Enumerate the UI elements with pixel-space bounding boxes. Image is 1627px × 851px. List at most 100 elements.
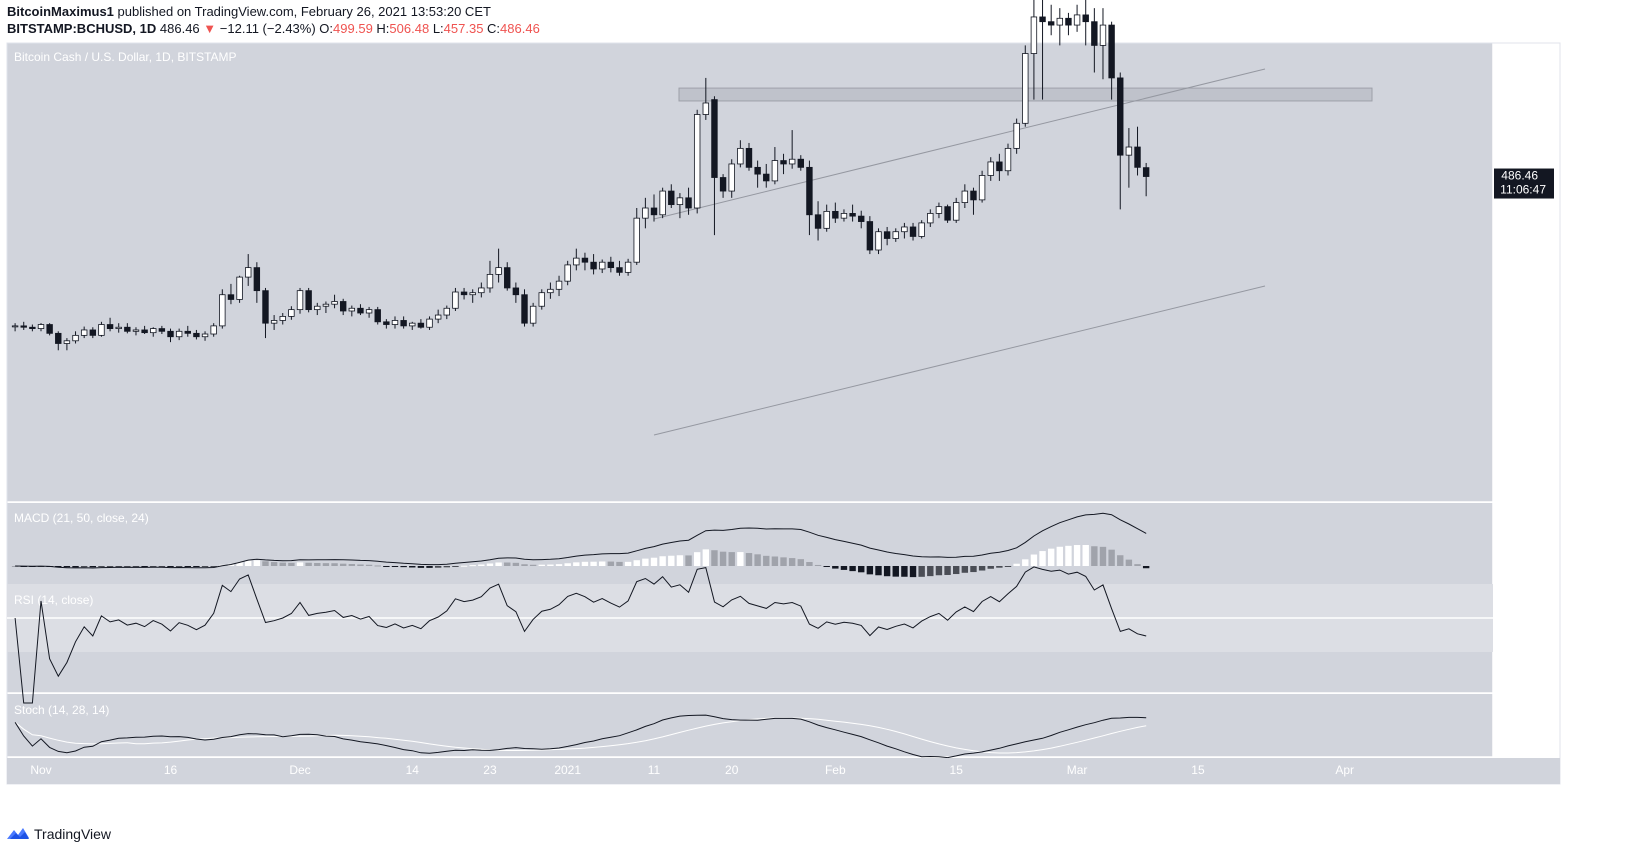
candle-down bbox=[89, 329, 97, 336]
macd-histogram-bar bbox=[953, 566, 960, 575]
macd-histogram-bar bbox=[193, 566, 200, 567]
candle-down bbox=[668, 190, 675, 206]
macd-axis-label: 100.00 bbox=[1500, 498, 1537, 512]
macd-histogram-bar bbox=[63, 566, 71, 568]
candle-up bbox=[210, 325, 217, 335]
candle-up bbox=[1022, 53, 1029, 124]
macd-histogram-bar bbox=[296, 562, 304, 566]
macd-histogram-bar bbox=[236, 562, 243, 566]
candle-up bbox=[927, 213, 934, 224]
candle-down bbox=[253, 267, 261, 292]
candle-up bbox=[693, 114, 701, 209]
macd-histogram-bar bbox=[106, 566, 114, 567]
candle-up bbox=[201, 333, 209, 338]
candle-down bbox=[1047, 21, 1055, 26]
candle-up bbox=[37, 324, 45, 329]
candle-up bbox=[1073, 14, 1081, 26]
candle-down bbox=[262, 290, 269, 324]
macd-histogram-bar bbox=[452, 566, 459, 567]
macd-histogram-bar bbox=[124, 566, 131, 567]
candle-down bbox=[719, 177, 727, 192]
candle-down bbox=[883, 231, 891, 239]
macd-histogram-bar bbox=[961, 566, 969, 573]
macd-histogram-bar bbox=[590, 561, 597, 566]
macd-histogram-bar bbox=[693, 552, 701, 566]
time-tick-label: Dec bbox=[289, 763, 310, 777]
candle-down bbox=[909, 226, 917, 237]
macd-histogram-bar bbox=[970, 566, 977, 573]
macd-histogram-bar bbox=[383, 566, 390, 567]
publisher-name[interactable]: BitcoinMaximus1 bbox=[7, 4, 114, 19]
price-tick-label: 700.00 bbox=[1500, 24, 1537, 38]
macd-histogram-bar bbox=[745, 553, 753, 566]
last-price-label: 486.46 bbox=[1501, 169, 1538, 183]
candle-down bbox=[1039, 16, 1046, 23]
macd-histogram-bar bbox=[901, 566, 908, 577]
candle-up bbox=[80, 329, 88, 336]
candle-up bbox=[737, 147, 744, 165]
candle-up bbox=[452, 291, 459, 309]
price-tick-label: 400.00 bbox=[1500, 227, 1537, 241]
macd-histogram-bar bbox=[1091, 546, 1098, 566]
candle-down bbox=[763, 173, 770, 182]
macd-histogram-bar bbox=[322, 563, 330, 566]
change-arrow-icon: ▼ bbox=[203, 21, 217, 36]
macd-histogram-bar bbox=[1030, 554, 1038, 566]
macd-histogram-bar bbox=[150, 566, 157, 567]
macd-histogram-bar bbox=[460, 565, 468, 567]
macd-histogram-bar bbox=[1134, 564, 1141, 566]
candle-up bbox=[469, 292, 476, 296]
candle-down bbox=[1091, 21, 1098, 46]
candle-down bbox=[616, 267, 623, 273]
candle-up bbox=[150, 328, 157, 334]
macd-histogram-bar bbox=[72, 566, 79, 568]
price-tick-label: 250.00 bbox=[1500, 329, 1537, 343]
candle-up bbox=[573, 257, 580, 266]
macd-histogram-bar bbox=[400, 566, 407, 568]
candle-up bbox=[642, 207, 649, 219]
candle-up bbox=[72, 334, 79, 342]
candle-up bbox=[115, 326, 122, 329]
candle-down bbox=[227, 294, 235, 300]
candle-up bbox=[348, 307, 356, 312]
candles-group bbox=[11, 0, 1150, 351]
tradingview-logo-icon bbox=[7, 828, 29, 839]
candle-up bbox=[788, 158, 796, 165]
macd-histogram-bar bbox=[1004, 566, 1012, 567]
candle-down bbox=[20, 325, 27, 328]
footer-brand[interactable]: TradingView bbox=[6, 826, 111, 842]
candle-up bbox=[443, 307, 450, 316]
macd-histogram-bar bbox=[1125, 559, 1133, 566]
candle-up bbox=[63, 340, 71, 344]
candle-down bbox=[590, 261, 597, 270]
pane-macd-bg bbox=[7, 503, 1493, 586]
macd-histogram-bar bbox=[469, 565, 476, 567]
macd-histogram-bar bbox=[573, 562, 580, 566]
macd-histogram-bar bbox=[434, 566, 442, 568]
candle-up bbox=[11, 325, 19, 328]
macd-histogram-bar bbox=[158, 566, 166, 567]
candle-up bbox=[823, 210, 830, 229]
candle-down bbox=[504, 267, 511, 289]
candle-up bbox=[676, 197, 684, 206]
macd-histogram-bar bbox=[245, 560, 252, 566]
macd-histogram-bar bbox=[201, 566, 209, 567]
candle-up bbox=[1004, 147, 1012, 172]
macd-histogram-bar bbox=[927, 566, 934, 577]
candle-up bbox=[538, 292, 545, 307]
high-value: 506.48 bbox=[389, 21, 430, 36]
candle-down bbox=[650, 207, 658, 216]
macd-histogram-bar bbox=[357, 564, 364, 566]
candle-up bbox=[564, 264, 571, 282]
candle-up bbox=[279, 315, 286, 321]
candle-up bbox=[322, 303, 330, 307]
chart-title: Bitcoin Cash / U.S. Dollar, 1D, BITSTAMP bbox=[14, 50, 237, 64]
stoch-d-line bbox=[14, 717, 1147, 754]
macd-histogram-bar bbox=[996, 566, 1003, 568]
candle-down bbox=[106, 324, 114, 329]
time-tick-label: 16 bbox=[164, 763, 178, 777]
time-tick-label: Feb bbox=[825, 763, 846, 777]
candle-down bbox=[970, 190, 977, 201]
macd-histogram-bar bbox=[348, 563, 356, 566]
